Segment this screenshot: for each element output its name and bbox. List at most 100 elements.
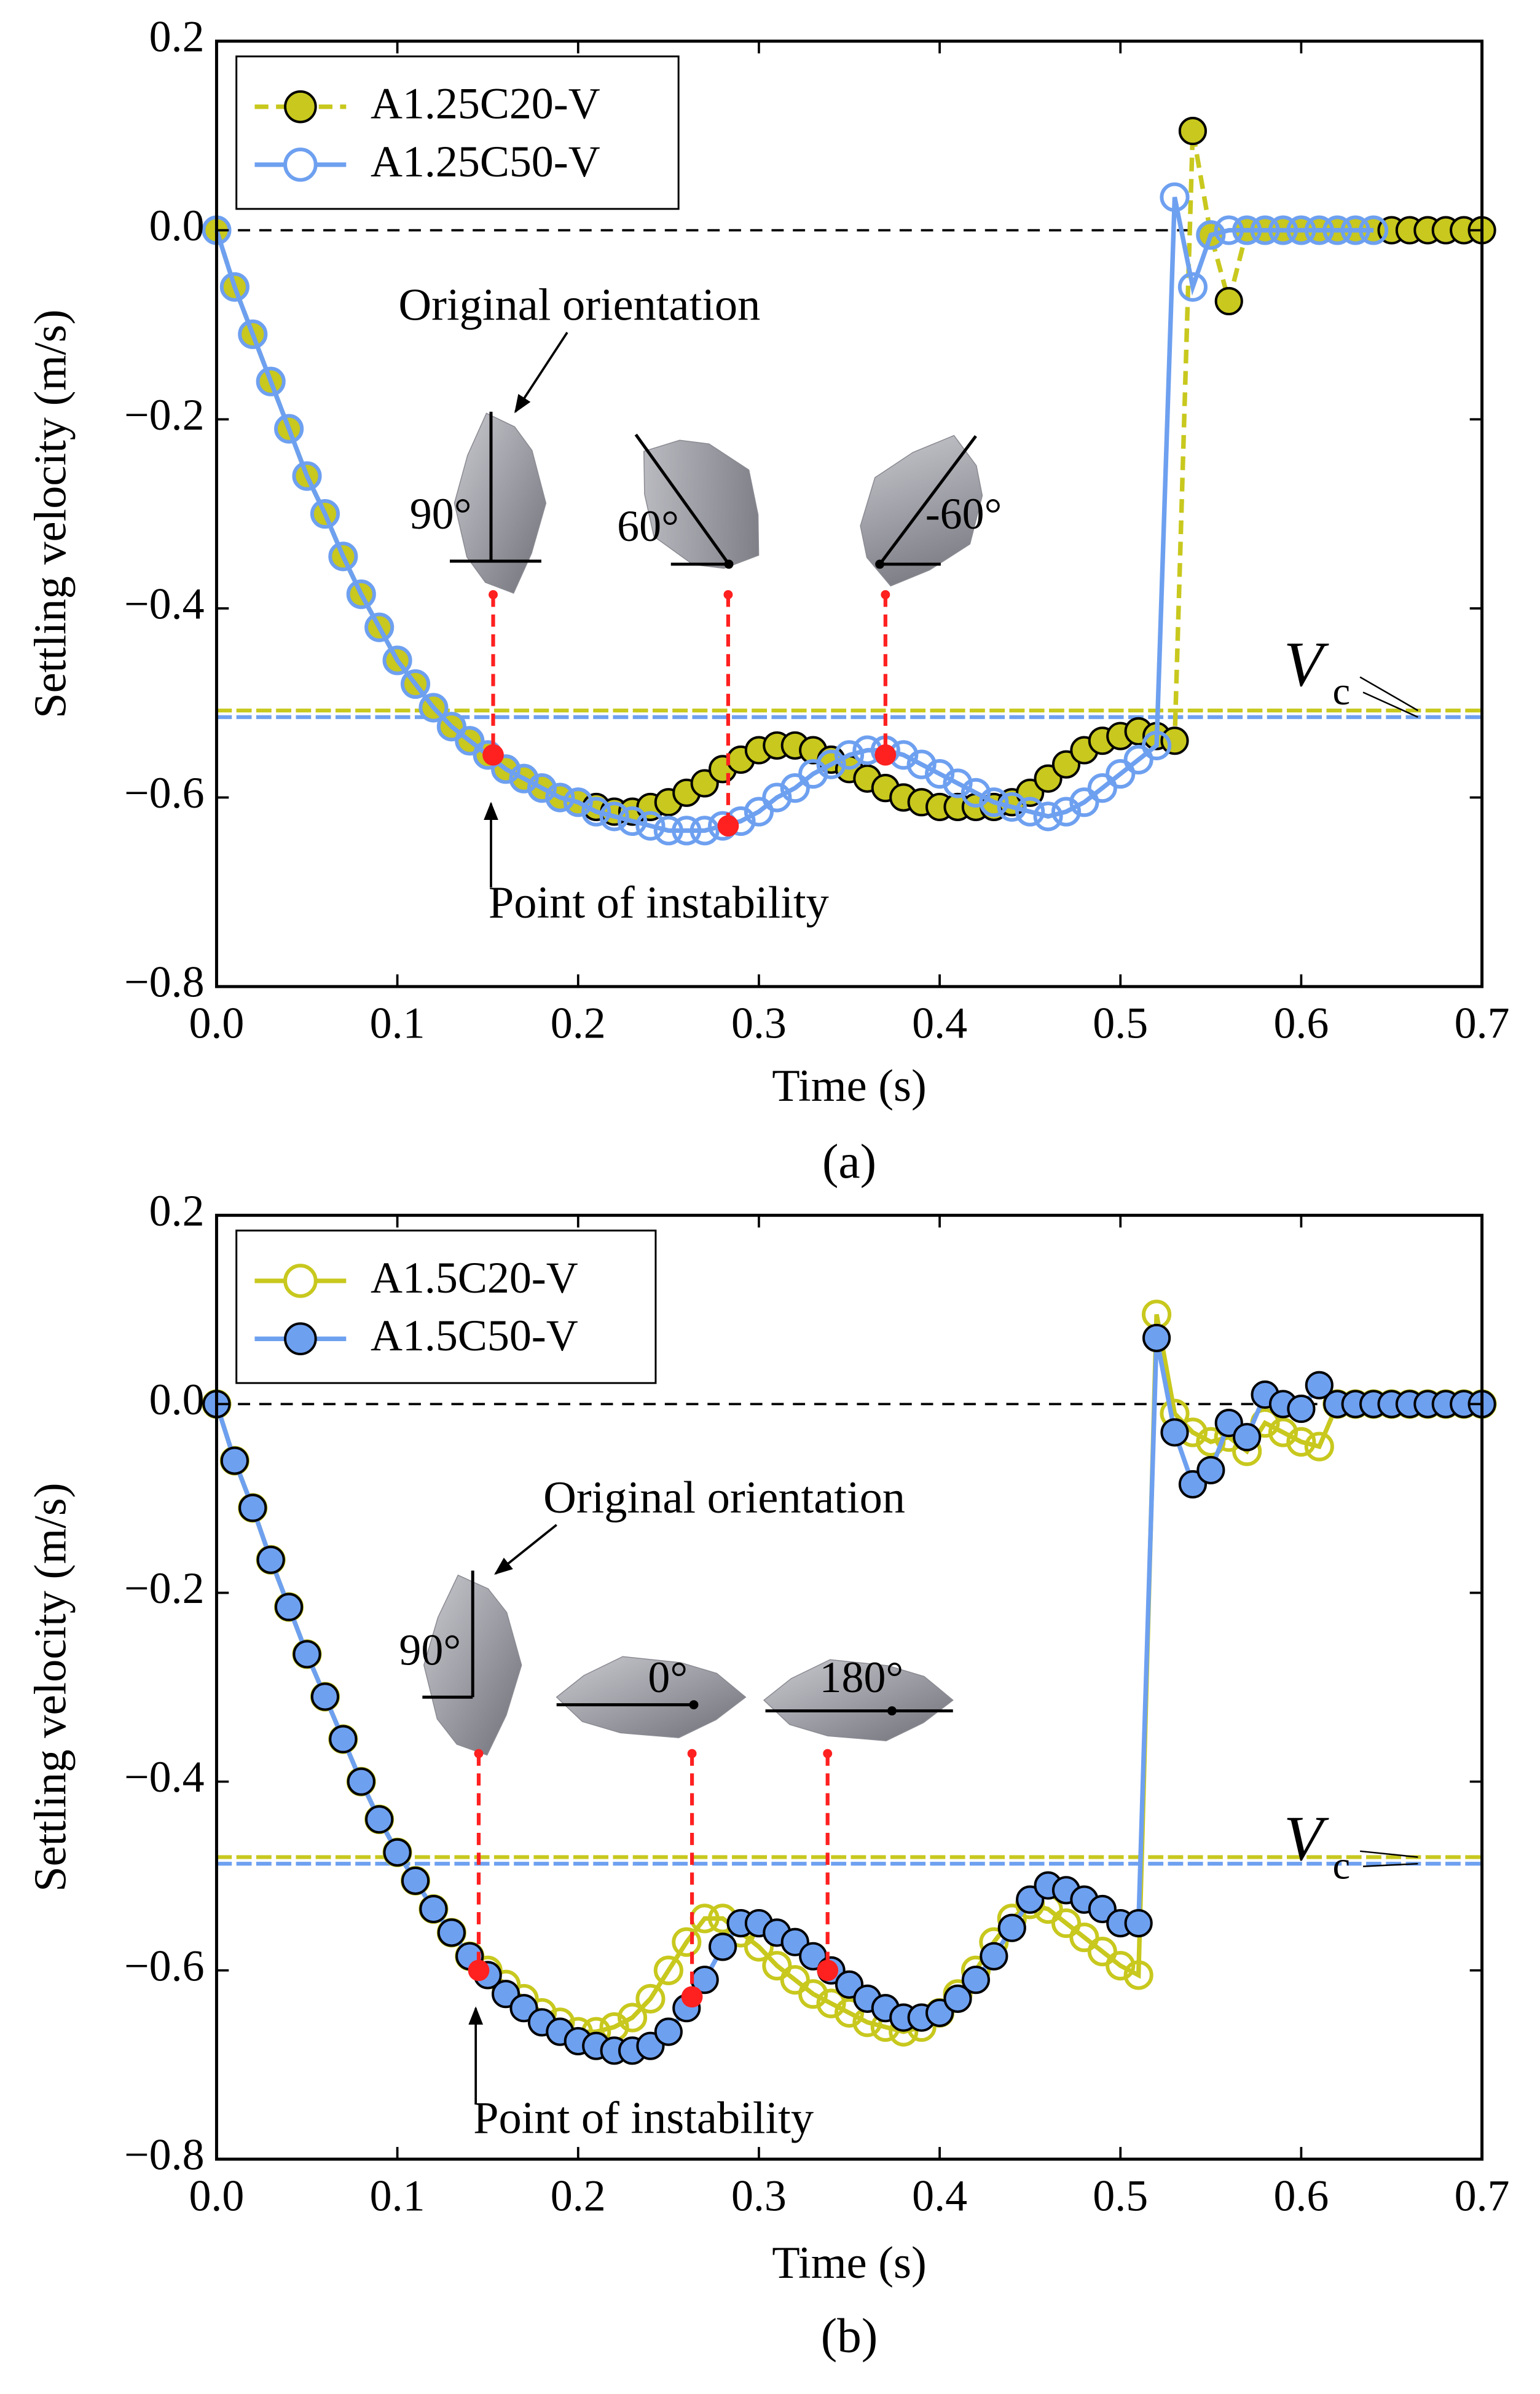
annotation: Point of instability xyxy=(473,2093,814,2143)
x-tick-label: 0.0 xyxy=(189,2171,244,2220)
instability-point xyxy=(482,744,504,766)
x-tick-label: 0.5 xyxy=(1093,999,1148,1048)
data-point xyxy=(709,1932,737,1961)
data-point xyxy=(275,1593,304,1621)
connector-top xyxy=(823,1749,833,1758)
x-tick-label: 0.6 xyxy=(1273,2171,1329,2220)
data-point xyxy=(672,1927,702,1957)
data-point xyxy=(1177,272,1208,302)
data-point xyxy=(455,726,485,756)
data-point xyxy=(1286,215,1316,245)
data-point xyxy=(762,1951,792,1981)
data-point xyxy=(382,645,412,675)
x-tick-label: 0.2 xyxy=(551,2171,606,2220)
data-point xyxy=(527,773,557,803)
connector-top xyxy=(489,590,498,599)
data-point xyxy=(292,461,322,491)
connector-top xyxy=(687,1749,697,1758)
data-point xyxy=(1322,215,1353,245)
data-point xyxy=(1304,215,1334,245)
data-point xyxy=(979,787,1009,817)
data-point xyxy=(816,1988,846,2018)
legend-marker xyxy=(283,148,318,182)
x-tick-label: 0.7 xyxy=(1455,999,1510,1048)
angle-label: 180° xyxy=(820,1653,904,1702)
connector-top xyxy=(723,590,733,599)
data-point xyxy=(1160,1418,1189,1447)
x-axis-label: Time (s) xyxy=(772,2238,927,2288)
data-point xyxy=(654,2017,683,2046)
y-tick-label: −0.6 xyxy=(124,768,205,817)
data-point xyxy=(635,811,666,841)
x-tick-label: 0.6 xyxy=(1273,999,1329,1048)
vc-pointer xyxy=(1363,1863,1418,1867)
series-line xyxy=(214,197,1374,833)
data-point xyxy=(418,693,449,723)
arrow xyxy=(494,1524,557,1575)
data-point xyxy=(834,1998,865,2028)
data-point xyxy=(310,1682,340,1711)
data-point xyxy=(1233,1423,1262,1452)
data-point xyxy=(1033,801,1063,832)
annotation: Point of instability xyxy=(489,878,829,928)
data-point xyxy=(1051,797,1082,827)
x-axis-label: Time (s) xyxy=(772,1061,927,1111)
orientation-line xyxy=(878,435,977,565)
x-tick-label: 0.3 xyxy=(731,999,787,1048)
data-point xyxy=(346,579,376,609)
data-point xyxy=(762,782,792,813)
data-point xyxy=(1286,1427,1316,1457)
data-point xyxy=(238,319,268,349)
instability-point xyxy=(874,744,897,766)
data-point xyxy=(437,1918,466,1947)
data-point xyxy=(1214,286,1243,316)
y-tick-label: −0.6 xyxy=(124,1941,205,1990)
y-tick-label: 0.2 xyxy=(149,1186,205,1235)
vc-subscript: c xyxy=(1332,669,1350,713)
legend-box xyxy=(235,1229,657,1384)
data-point xyxy=(1087,773,1117,803)
data-point xyxy=(1124,1908,1153,1938)
vc-label: V xyxy=(1284,628,1329,699)
data-point xyxy=(1087,1937,1117,1967)
data-point xyxy=(1106,1951,1136,1981)
legend-marker xyxy=(284,90,317,124)
data-point xyxy=(1196,220,1226,250)
data-point xyxy=(1051,1908,1082,1939)
orientation-dot xyxy=(875,559,885,569)
data-point xyxy=(834,740,865,770)
data-point xyxy=(1250,215,1280,245)
instability-point xyxy=(717,815,739,837)
data-point xyxy=(943,1984,972,2013)
caption: (a) xyxy=(822,1135,876,1189)
data-point xyxy=(419,1894,448,1924)
data-point xyxy=(1015,797,1045,827)
data-point xyxy=(581,797,611,827)
data-point xyxy=(256,1545,285,1574)
data-point xyxy=(545,782,575,813)
caption: (b) xyxy=(821,2309,878,2363)
plot-frame xyxy=(214,1213,1484,2161)
particle xyxy=(556,1656,747,1738)
legend-marker xyxy=(283,1264,318,1298)
data-point xyxy=(1142,1323,1171,1352)
x-tick-label: 0.4 xyxy=(912,999,967,1048)
data-point xyxy=(798,758,828,789)
data-point xyxy=(401,1866,430,1895)
particle xyxy=(643,439,760,569)
data-point xyxy=(635,1983,666,2014)
data-point xyxy=(1178,117,1207,146)
data-point xyxy=(617,806,648,837)
x-tick-label: 0.4 xyxy=(912,2171,967,2220)
vc-pointer xyxy=(1359,1850,1418,1858)
y-tick-label: 0.0 xyxy=(149,201,205,250)
y-tick-label: −0.2 xyxy=(124,390,205,439)
data-point xyxy=(1268,215,1298,245)
y-axis-label: Settling velocity (m/s) xyxy=(26,1482,76,1891)
data-point xyxy=(383,1838,412,1867)
data-point xyxy=(744,797,774,827)
data-point xyxy=(653,1955,683,1985)
angle-label: 90° xyxy=(399,1625,461,1674)
